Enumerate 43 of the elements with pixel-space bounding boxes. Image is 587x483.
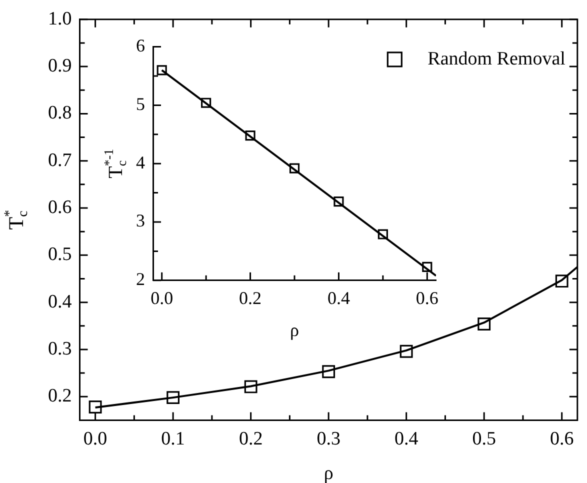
y-tick-label: 1.0 bbox=[48, 8, 72, 30]
y-tick-label: 2 bbox=[136, 269, 145, 290]
point bbox=[244, 380, 258, 394]
point bbox=[334, 196, 344, 207]
y-tick-label: 5 bbox=[136, 94, 145, 114]
point bbox=[166, 391, 180, 404]
x-tick-label: 0.4 bbox=[394, 428, 419, 450]
x-axis-title: ρ bbox=[324, 463, 334, 483]
point bbox=[378, 229, 388, 240]
point bbox=[322, 365, 336, 378]
x-tick-label: 0.4 bbox=[327, 288, 350, 308]
x-tick-label: 0.5 bbox=[472, 428, 496, 450]
x-tick-label: 0.3 bbox=[316, 428, 340, 450]
x-axis-title: ρ bbox=[290, 320, 300, 340]
point bbox=[201, 98, 212, 108]
y-tick-label: 0.6 bbox=[48, 196, 72, 218]
point bbox=[478, 318, 491, 330]
y-tick-label: 3 bbox=[136, 210, 145, 231]
y-tick-label: 0.5 bbox=[48, 244, 72, 266]
x-tick-label: 0.1 bbox=[161, 428, 185, 450]
x-tick-label: 0.6 bbox=[416, 288, 438, 308]
point bbox=[289, 163, 300, 174]
y-axis-title: T*-1c bbox=[101, 148, 129, 178]
y-tick-label: 0.3 bbox=[48, 338, 72, 360]
point bbox=[422, 262, 432, 272]
y-axis-title: T*c bbox=[2, 210, 32, 230]
x-tick-label: 0.2 bbox=[239, 288, 262, 308]
y-tick-label: 0.7 bbox=[48, 150, 72, 171]
y-tick-label: 0.2 bbox=[48, 386, 72, 407]
x-tick-label: 0.6 bbox=[550, 428, 574, 450]
y-tick-label: 0.9 bbox=[48, 56, 72, 77]
x-tick-label: 0.0 bbox=[150, 288, 174, 308]
x-tick-label: 0.0 bbox=[83, 428, 108, 450]
point bbox=[156, 65, 167, 76]
legend-label: Random Removal bbox=[428, 48, 566, 70]
y-tick-label: 6 bbox=[136, 36, 145, 56]
y-tick-label: 0.8 bbox=[48, 102, 72, 124]
x-tick-label: 0.2 bbox=[238, 428, 263, 450]
point bbox=[400, 344, 413, 358]
point bbox=[555, 274, 568, 288]
point bbox=[245, 130, 256, 141]
y-tick-label: 4 bbox=[136, 152, 145, 172]
point bbox=[88, 400, 102, 414]
